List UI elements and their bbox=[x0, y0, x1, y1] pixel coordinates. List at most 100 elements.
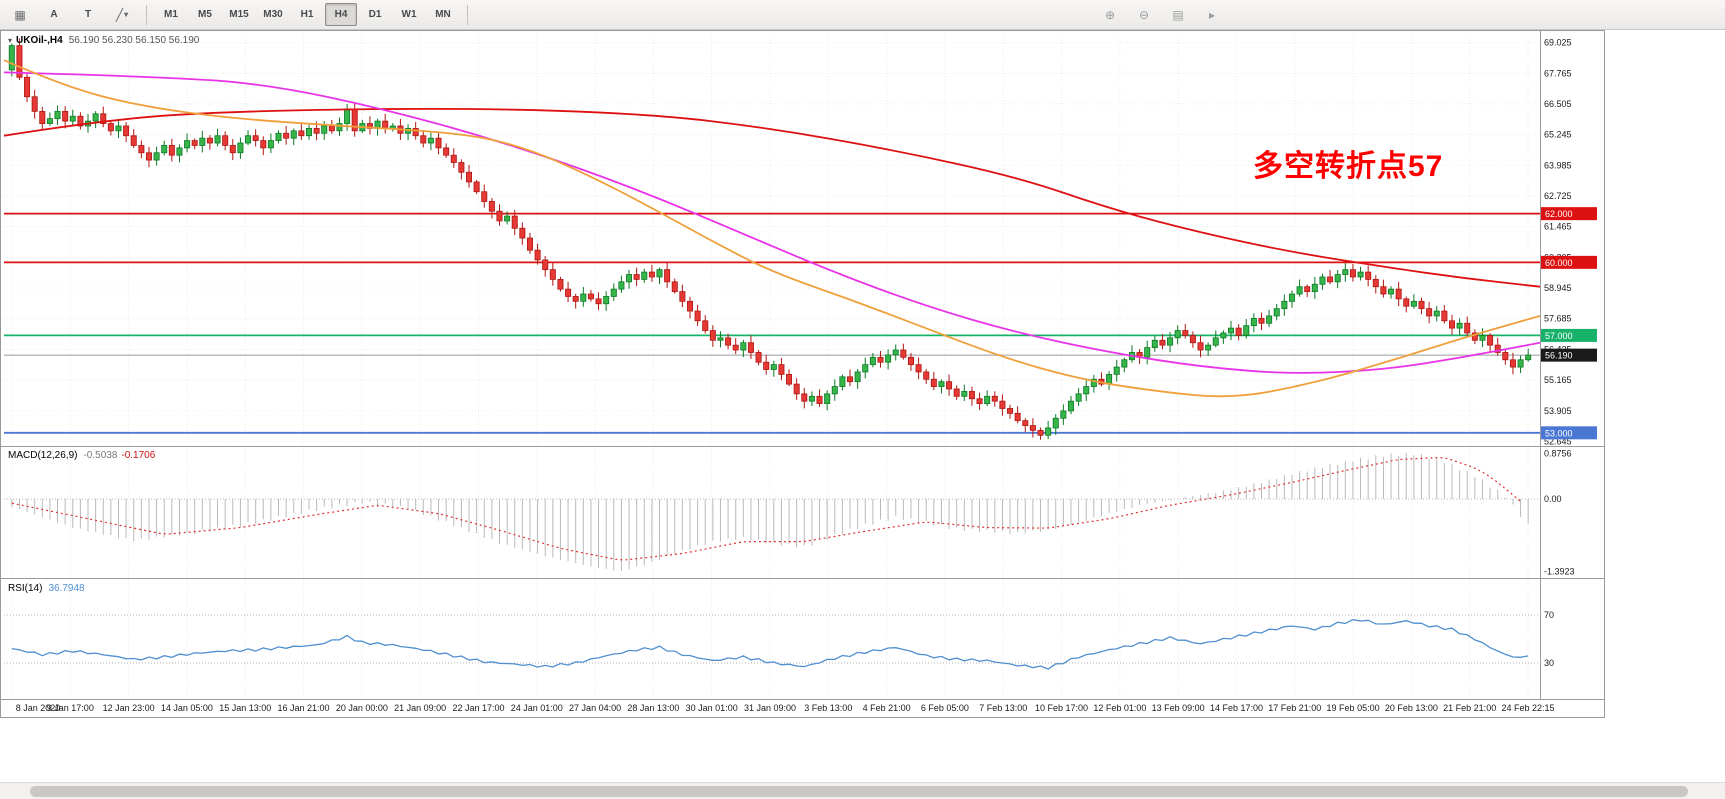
svg-text:4 Feb 21:00: 4 Feb 21:00 bbox=[863, 703, 911, 713]
panel-frame bbox=[0, 30, 1605, 718]
line-tools-button[interactable]: ╱ ▾ bbox=[115, 7, 129, 22]
svg-text:17 Feb 21:00: 17 Feb 21:00 bbox=[1268, 703, 1321, 713]
svg-text:-1.3923: -1.3923 bbox=[1544, 566, 1575, 576]
svg-text:57.000: 57.000 bbox=[1545, 331, 1573, 341]
svg-text:20 Feb 13:00: 20 Feb 13:00 bbox=[1385, 703, 1438, 713]
slow-ma-line bbox=[3, 107, 1541, 288]
svg-text:19 Feb 05:00: 19 Feb 05:00 bbox=[1327, 703, 1380, 713]
rsi-indicator-label: RSI(14) 36.7948 bbox=[8, 583, 85, 594]
svg-text:57.685: 57.685 bbox=[1544, 314, 1572, 324]
timeframe-button-m1[interactable]: M1 bbox=[164, 9, 178, 20]
svg-text:62.725: 62.725 bbox=[1544, 191, 1572, 201]
timeframe-button-d1[interactable]: D1 bbox=[368, 9, 382, 20]
timeframe-button-mn[interactable]: MN bbox=[435, 9, 451, 20]
svg-text:53.000: 53.000 bbox=[1545, 428, 1573, 438]
svg-text:67.765: 67.765 bbox=[1544, 68, 1572, 78]
horizontal-scrollbar[interactable] bbox=[0, 782, 1725, 799]
macd-indicator-label: MACD(12,26,9) -0.5038 -0.1706 bbox=[8, 450, 155, 461]
svg-text:28 Jan 13:00: 28 Jan 13:00 bbox=[627, 703, 679, 713]
svg-text:12 Feb 01:00: 12 Feb 01:00 bbox=[1093, 703, 1146, 713]
rsi-line bbox=[11, 619, 1529, 670]
drawing-tools-group: ▦ A T ╱ ▾ bbox=[0, 0, 142, 29]
svg-text:62.000: 62.000 bbox=[1545, 209, 1573, 219]
svg-text:30: 30 bbox=[1544, 658, 1554, 668]
fast-ma-line bbox=[3, 59, 1541, 398]
macd-main-value: -0.5038 bbox=[83, 450, 118, 461]
svg-text:0.00: 0.00 bbox=[1544, 494, 1562, 504]
svg-text:3 Feb 13:00: 3 Feb 13:00 bbox=[804, 703, 852, 713]
menu-grid-icon[interactable]: ▦ bbox=[14, 7, 26, 22]
svg-text:8 Jan 2020: 8 Jan 2020 bbox=[16, 703, 61, 713]
chart-canvas[interactable]: 69.025 67.765 66.505 65.245 63.985 62.725 61.4… bbox=[0, 0, 1725, 782]
ohlc-values: 56.190 56.230 56.150 56.190 bbox=[68, 35, 200, 46]
svg-text:22 Jan 17:00: 22 Jan 17:00 bbox=[452, 703, 504, 713]
rsi-name: RSI(14) bbox=[8, 583, 43, 594]
svg-text:61.465: 61.465 bbox=[1544, 222, 1572, 232]
svg-text:52.645: 52.645 bbox=[1544, 436, 1572, 446]
svg-text:24 Feb 22:15: 24 Feb 22:15 bbox=[1501, 703, 1554, 713]
zoom-in-icon[interactable]: ⊕ bbox=[1104, 7, 1116, 22]
chart-collapse-icon[interactable]: ▾ bbox=[8, 36, 13, 45]
price-badge-56.190 bbox=[1541, 348, 1597, 362]
timeframe-button-w1[interactable]: W1 bbox=[401, 9, 417, 20]
price-badge-57.000 bbox=[1541, 328, 1597, 342]
chart-annotation: 多空转折点57 bbox=[1253, 150, 1444, 183]
svg-text:31 Jan 09:00: 31 Jan 09:00 bbox=[744, 703, 796, 713]
price-badge-62.000 bbox=[1541, 207, 1597, 221]
svg-text:24 Jan 01:00: 24 Jan 01:00 bbox=[511, 703, 563, 713]
svg-text:63.985: 63.985 bbox=[1544, 160, 1572, 170]
toolbar-separator bbox=[146, 4, 147, 25]
toolbar: ▦ A T ╱ ▾ M1 M5 M15 M30 H1 H4 D1 W1 MN ⊕ ⊖ ▤ ▸ bbox=[0, 0, 1725, 30]
svg-text:21 Feb 21:00: 21 Feb 21:00 bbox=[1443, 703, 1496, 713]
timeframe-button-m5[interactable]: M5 bbox=[198, 9, 212, 20]
svg-text:70: 70 bbox=[1544, 610, 1554, 620]
price-badge-60.000 bbox=[1541, 255, 1597, 269]
auto-scroll-icon[interactable]: ▸ bbox=[1208, 7, 1216, 22]
svg-text:14 Feb 17:00: 14 Feb 17:00 bbox=[1210, 703, 1263, 713]
horizontal-scrollbar-thumb[interactable] bbox=[30, 786, 1688, 797]
macd-name: MACD(12,26,9) bbox=[8, 450, 78, 461]
toolbar-separator bbox=[467, 4, 468, 25]
svg-text:14 Jan 05:00: 14 Jan 05:00 bbox=[161, 703, 213, 713]
svg-text:69.025: 69.025 bbox=[1544, 38, 1572, 48]
svg-text:16 Jan 21:00: 16 Jan 21:00 bbox=[278, 703, 330, 713]
medium-ma-line bbox=[3, 71, 1541, 374]
text-tool-button[interactable]: T bbox=[84, 9, 92, 20]
svg-text:27 Jan 04:00: 27 Jan 04:00 bbox=[569, 703, 621, 713]
rsi-value: 36.7948 bbox=[48, 583, 85, 594]
svg-text:66.505: 66.505 bbox=[1544, 99, 1572, 109]
zoom-out-icon[interactable]: ⊖ bbox=[1138, 7, 1150, 22]
price-badge-53.000 bbox=[1541, 426, 1597, 440]
svg-text:20 Jan 00:00: 20 Jan 00:00 bbox=[336, 703, 388, 713]
chart-tools-group: ⊕ ⊖ ▤ ▸ bbox=[1090, 0, 1232, 29]
timeframe-button-h1[interactable]: H1 bbox=[300, 9, 314, 20]
svg-text:9 Jan 17:00: 9 Jan 17:00 bbox=[47, 703, 94, 713]
macd-histogram bbox=[11, 452, 1529, 571]
timeframe-button-m30[interactable]: M30 bbox=[263, 9, 283, 20]
price-badges: 62.000 60.000 57.000 53.000 56.190 bbox=[1541, 207, 1597, 440]
svg-text:10 Feb 17:00: 10 Feb 17:00 bbox=[1035, 703, 1088, 713]
timeframe-group: M1 M5 M15 M30 H1 H4 D1 W1 MN bbox=[151, 0, 463, 29]
tile-windows-icon[interactable]: ▤ bbox=[1172, 7, 1184, 22]
svg-text:15 Jan 13:00: 15 Jan 13:00 bbox=[219, 703, 271, 713]
symbol-period-text: UKOil-,H4 bbox=[16, 35, 63, 46]
svg-text:55.165: 55.165 bbox=[1544, 375, 1572, 385]
svg-text:56.190: 56.190 bbox=[1545, 351, 1573, 361]
svg-text:6 Feb 05:00: 6 Feb 05:00 bbox=[921, 703, 969, 713]
svg-text:53.905: 53.905 bbox=[1544, 406, 1572, 416]
horizontal-level-lines[interactable] bbox=[4, 212, 1540, 434]
svg-text:13 Feb 09:00: 13 Feb 09:00 bbox=[1152, 703, 1205, 713]
timeframe-button-h4[interactable]: H4 bbox=[325, 3, 357, 26]
svg-text:65.245: 65.245 bbox=[1544, 130, 1572, 140]
svg-text:30 Jan 01:00: 30 Jan 01:00 bbox=[686, 703, 738, 713]
svg-text:21 Jan 09:00: 21 Jan 09:00 bbox=[394, 703, 446, 713]
chart-plot-area[interactable] bbox=[4, 31, 1540, 699]
svg-text:12 Jan 23:00: 12 Jan 23:00 bbox=[103, 703, 155, 713]
svg-text:58.945: 58.945 bbox=[1544, 283, 1572, 293]
svg-text:7 Feb 13:00: 7 Feb 13:00 bbox=[979, 703, 1027, 713]
timeframe-button-m15[interactable]: M15 bbox=[229, 9, 249, 20]
chart-symbol-label: ▾ UKOil-,H4 56.190 56.230 56.150 56.190 bbox=[8, 35, 199, 46]
cursor-tool-button[interactable]: A bbox=[50, 9, 58, 20]
macd-signal-value: -0.1706 bbox=[121, 450, 156, 461]
